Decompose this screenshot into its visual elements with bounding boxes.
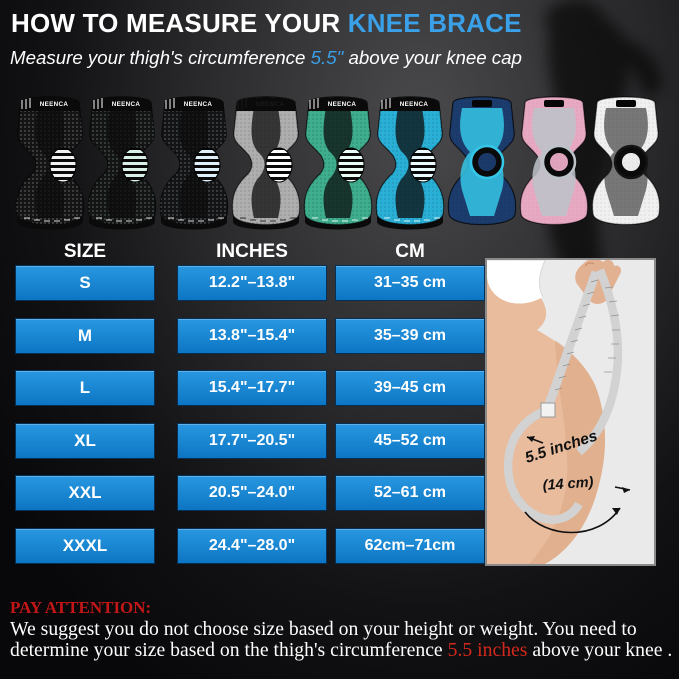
- svg-text:NEENCA: NEENCA: [256, 101, 285, 108]
- svg-text:NEENCA: NEENCA: [184, 101, 213, 108]
- svg-text:NEENCA: NEENCA: [40, 101, 69, 108]
- svg-text:NEENCA: NEENCA: [328, 101, 357, 108]
- svg-text:NEENCA: NEENCA: [400, 101, 429, 108]
- svg-text:NEENCA: NEENCA: [112, 101, 141, 108]
